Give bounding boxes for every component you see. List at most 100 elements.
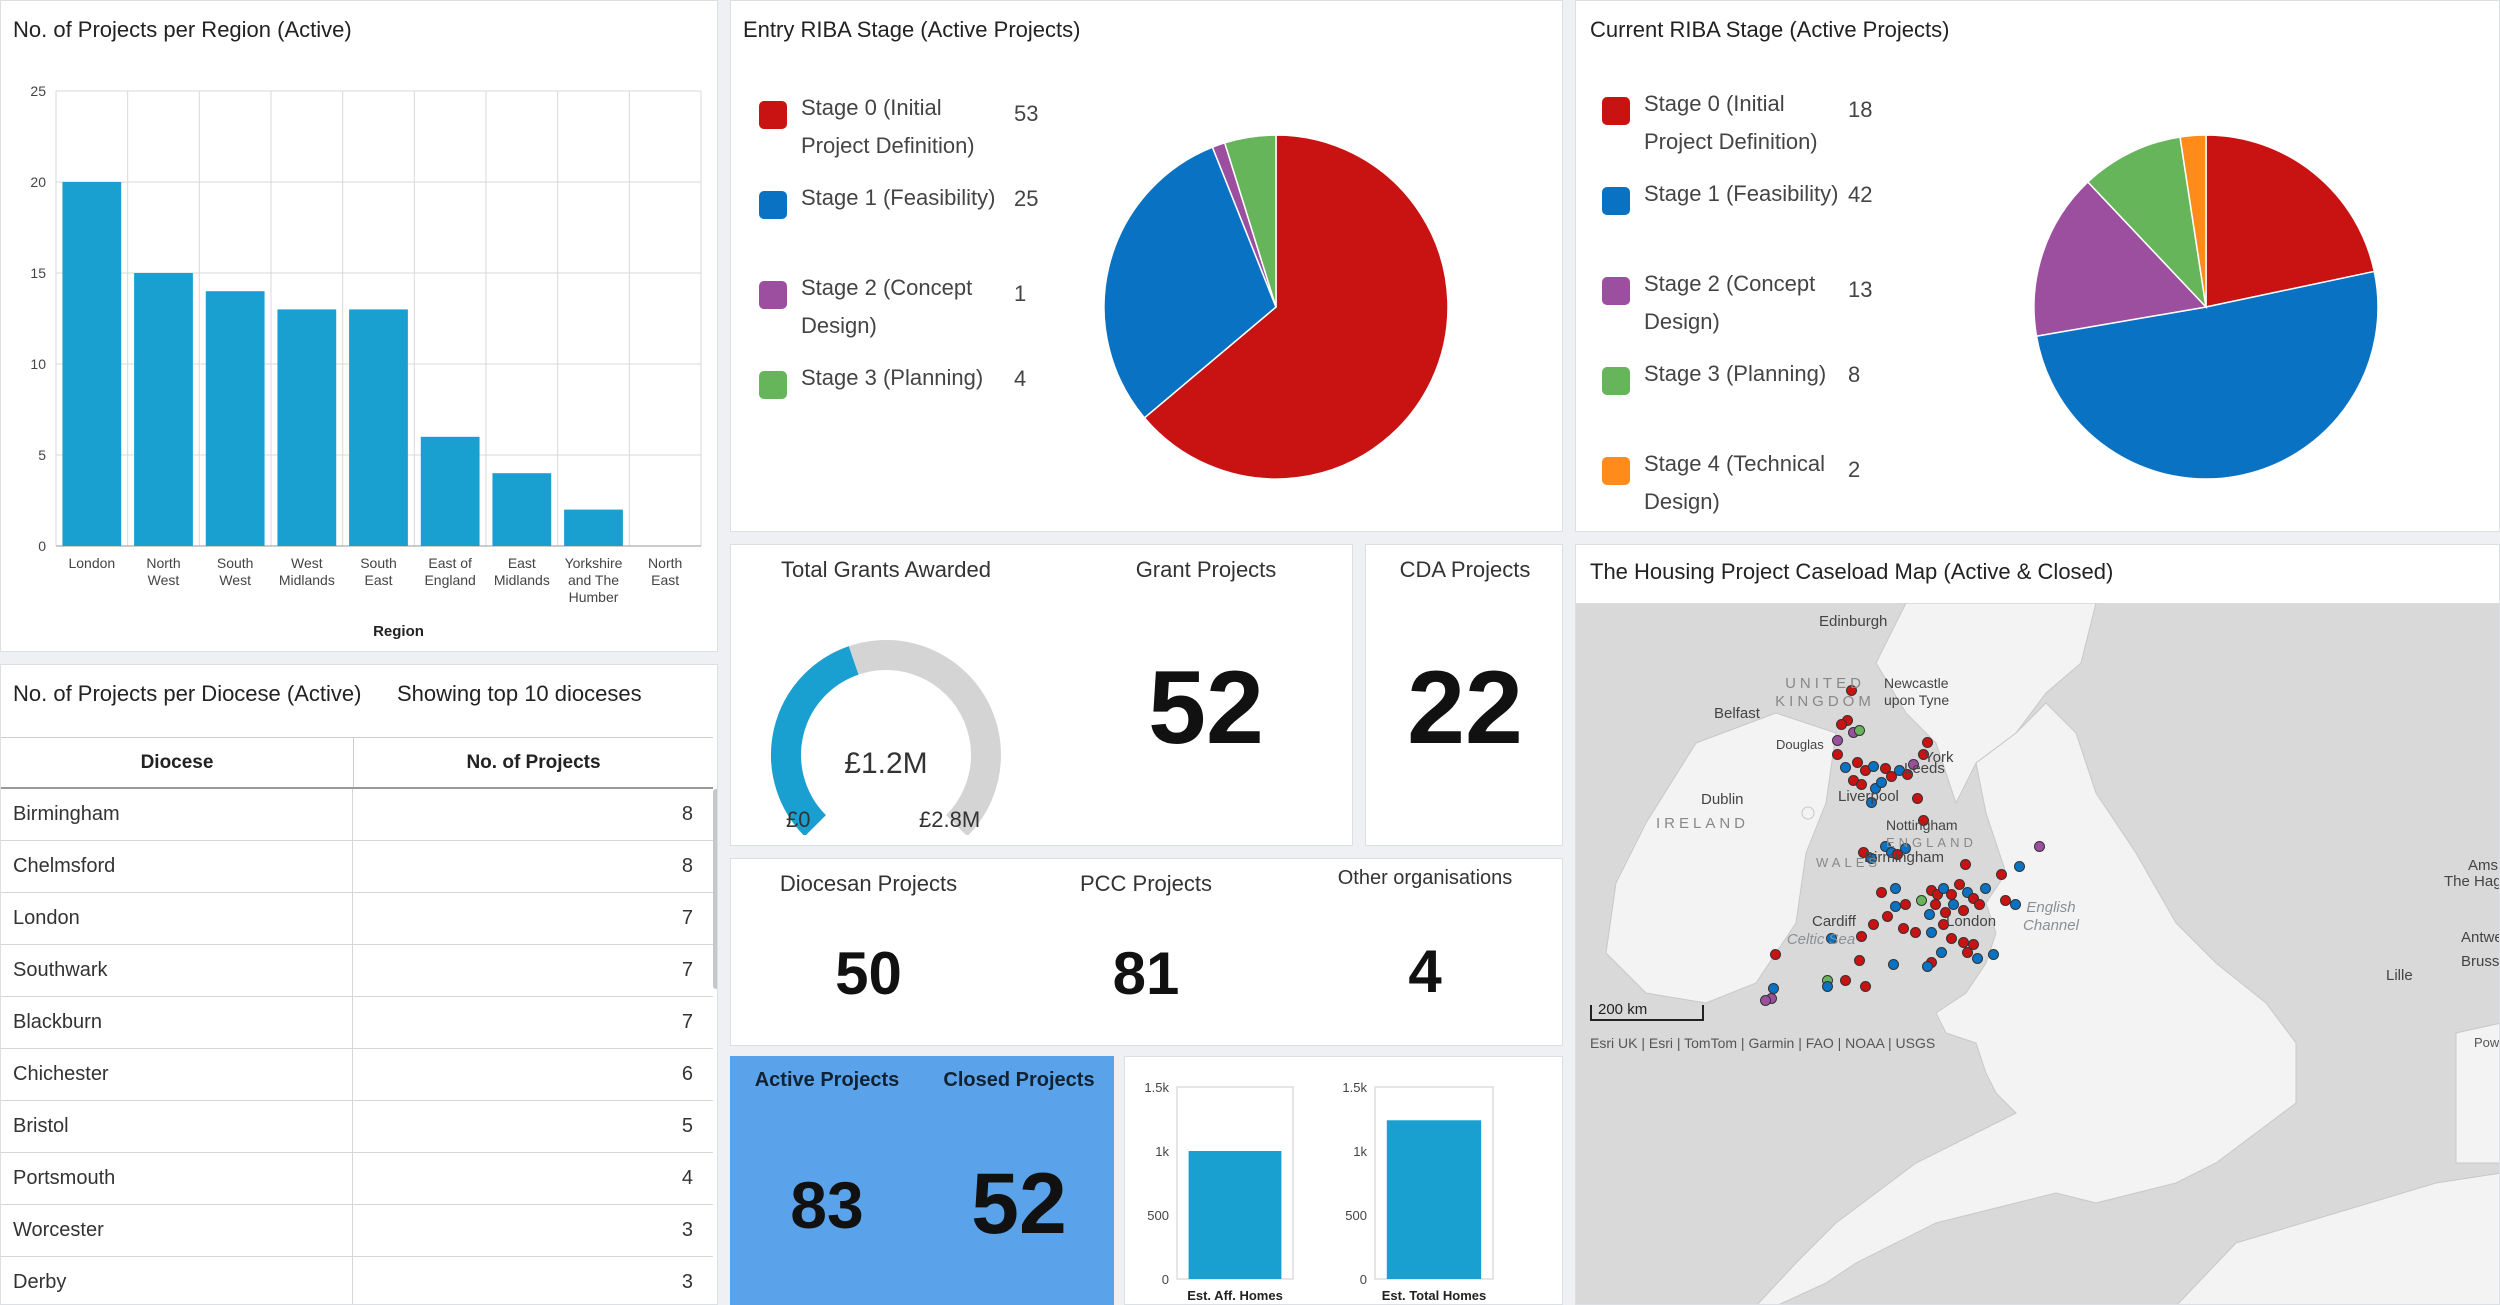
map-marker[interactable] (1880, 841, 1891, 852)
map-marker[interactable] (1876, 887, 1887, 898)
table-row[interactable]: Southwark 7 (1, 945, 713, 997)
header-projects[interactable]: No. of Projects (466, 751, 601, 773)
map-marker[interactable] (2014, 861, 2025, 872)
map-marker[interactable] (1902, 769, 1913, 780)
map-marker[interactable] (1832, 735, 1843, 746)
map-marker[interactable] (1826, 933, 1837, 944)
table-scrollbar[interactable] (713, 789, 717, 989)
map-marker[interactable] (1958, 905, 1969, 916)
legend-item[interactable]: Stage 2 (Concept Design) (1602, 265, 1815, 341)
table-row[interactable]: Derby 3 (1, 1257, 713, 1304)
map-marker[interactable] (1868, 761, 1879, 772)
legend-item[interactable]: Stage 3 (Planning) (759, 359, 983, 399)
map-marker[interactable] (2034, 841, 2045, 852)
map-marker[interactable] (1922, 961, 1933, 972)
map-marker[interactable] (1866, 797, 1877, 808)
map-marker[interactable] (1868, 919, 1879, 930)
map-marker[interactable] (1822, 981, 1833, 992)
map-marker[interactable] (1918, 815, 1929, 826)
map-marker[interactable] (1936, 947, 1947, 958)
map-marker[interactable] (1946, 933, 1957, 944)
table-row[interactable]: Portsmouth 4 (1, 1153, 713, 1205)
map-marker[interactable] (1938, 919, 1949, 930)
map-marker[interactable] (1962, 887, 1973, 898)
map-marker[interactable] (1890, 883, 1901, 894)
map-marker[interactable] (1910, 927, 1921, 938)
table-row[interactable]: London 7 (1, 893, 713, 945)
map-marker[interactable] (1832, 749, 1843, 760)
homes-bar-charts[interactable]: 0 500 1k 1.5k Est. Aff. Homes 0 500 1k 1.5k Est. … (1125, 1057, 1563, 1305)
legend-item[interactable]: Stage 2 (Concept Design) (759, 269, 972, 345)
map-marker[interactable] (1968, 893, 1979, 904)
map-marker[interactable] (1922, 737, 1933, 748)
table-row[interactable]: Worcester 3 (1, 1205, 713, 1257)
map-marker[interactable] (1856, 779, 1867, 790)
legend-item[interactable]: Stage 0 (Initial Project Definition) (759, 89, 975, 165)
map-marker[interactable] (1968, 939, 1979, 950)
map-marker[interactable] (1840, 975, 1851, 986)
map-marker[interactable] (1916, 895, 1927, 906)
table-row[interactable]: Bristol 5 (1, 1101, 713, 1153)
map-marker[interactable] (1918, 749, 1929, 760)
region-bar (134, 273, 193, 546)
map-marker[interactable] (1852, 757, 1863, 768)
map-marker[interactable] (1882, 911, 1893, 922)
map-marker[interactable] (1770, 949, 1781, 960)
map-marker[interactable] (1860, 981, 1871, 992)
map-marker[interactable] (1854, 725, 1865, 736)
table-row[interactable]: Chichester 6 (1, 1049, 713, 1101)
map-attribution[interactable]: Esri UK | Esri | TomTom | Garmin | FAO |… (1590, 1035, 1936, 1051)
map-marker[interactable] (2010, 899, 2021, 910)
map-marker[interactable] (1988, 949, 1999, 960)
map-marker[interactable] (1854, 955, 1865, 966)
map-marker[interactable] (1954, 879, 1965, 890)
map-marker[interactable] (1996, 869, 2007, 880)
table-row[interactable]: Birmingham 8 (1, 789, 713, 841)
map-marker[interactable] (1836, 719, 1847, 730)
map-marker[interactable] (1940, 907, 1951, 918)
map-marker[interactable] (1912, 793, 1923, 804)
entry-riba-pie[interactable] (1096, 127, 1456, 487)
map-marker[interactable] (1760, 995, 1771, 1006)
map-view[interactable]: Edinburgh Newcastle upon Tyne Belfast Do… (1576, 603, 2500, 1304)
table-row[interactable]: Blackburn 7 (1, 997, 713, 1049)
map-marker[interactable] (1870, 783, 1881, 794)
map-marker[interactable] (1856, 931, 1867, 942)
map-marker[interactable] (1888, 959, 1899, 970)
legend-item[interactable]: Stage 4 (Technical Design) (1602, 445, 1825, 521)
map-marker[interactable] (1876, 777, 1887, 788)
map-marker[interactable] (1890, 901, 1901, 912)
map-marker[interactable] (1972, 953, 1983, 964)
map-marker[interactable] (1974, 899, 1985, 910)
map-marker[interactable] (1866, 853, 1877, 864)
map-marker[interactable] (1926, 927, 1937, 938)
map-marker[interactable] (1886, 771, 1897, 782)
map-marker[interactable] (1938, 883, 1949, 894)
header-diocese[interactable]: Diocese (1, 738, 354, 787)
legend-item[interactable]: Stage 1 (Feasibility) (1602, 175, 1838, 215)
map-powered[interactable]: Powe (2474, 1035, 2500, 1050)
pcc-label: PCC Projects (1079, 871, 1213, 896)
map-marker[interactable] (1898, 923, 1909, 934)
map-marker[interactable] (1892, 849, 1903, 860)
legend-item[interactable]: Stage 0 (Initial Project Definition) (1602, 85, 1818, 161)
map-marker[interactable] (1908, 759, 1919, 770)
map-marker[interactable] (1980, 883, 1991, 894)
legend-item[interactable]: Stage 3 (Planning) (1602, 355, 1826, 395)
current-riba-pie[interactable] (2026, 127, 2386, 487)
legend-item[interactable]: Stage 1 (Feasibility) (759, 179, 995, 219)
map-marker[interactable] (1846, 685, 1857, 696)
map-marker[interactable] (1948, 899, 1959, 910)
map-marker[interactable] (1960, 859, 1971, 870)
map-marker[interactable] (1924, 909, 1935, 920)
map-marker[interactable] (1840, 762, 1851, 773)
map-marker[interactable] (1930, 899, 1941, 910)
map-marker[interactable] (1880, 763, 1891, 774)
table-row[interactable]: Chelmsford 8 (1, 841, 713, 893)
map-marker[interactable] (1962, 947, 1973, 958)
map-marker[interactable] (1900, 843, 1911, 854)
region-chart-title: No. of Projects per Region (Active) (13, 17, 352, 42)
map-marker[interactable] (1900, 899, 1911, 910)
map-marker[interactable] (1858, 847, 1869, 858)
